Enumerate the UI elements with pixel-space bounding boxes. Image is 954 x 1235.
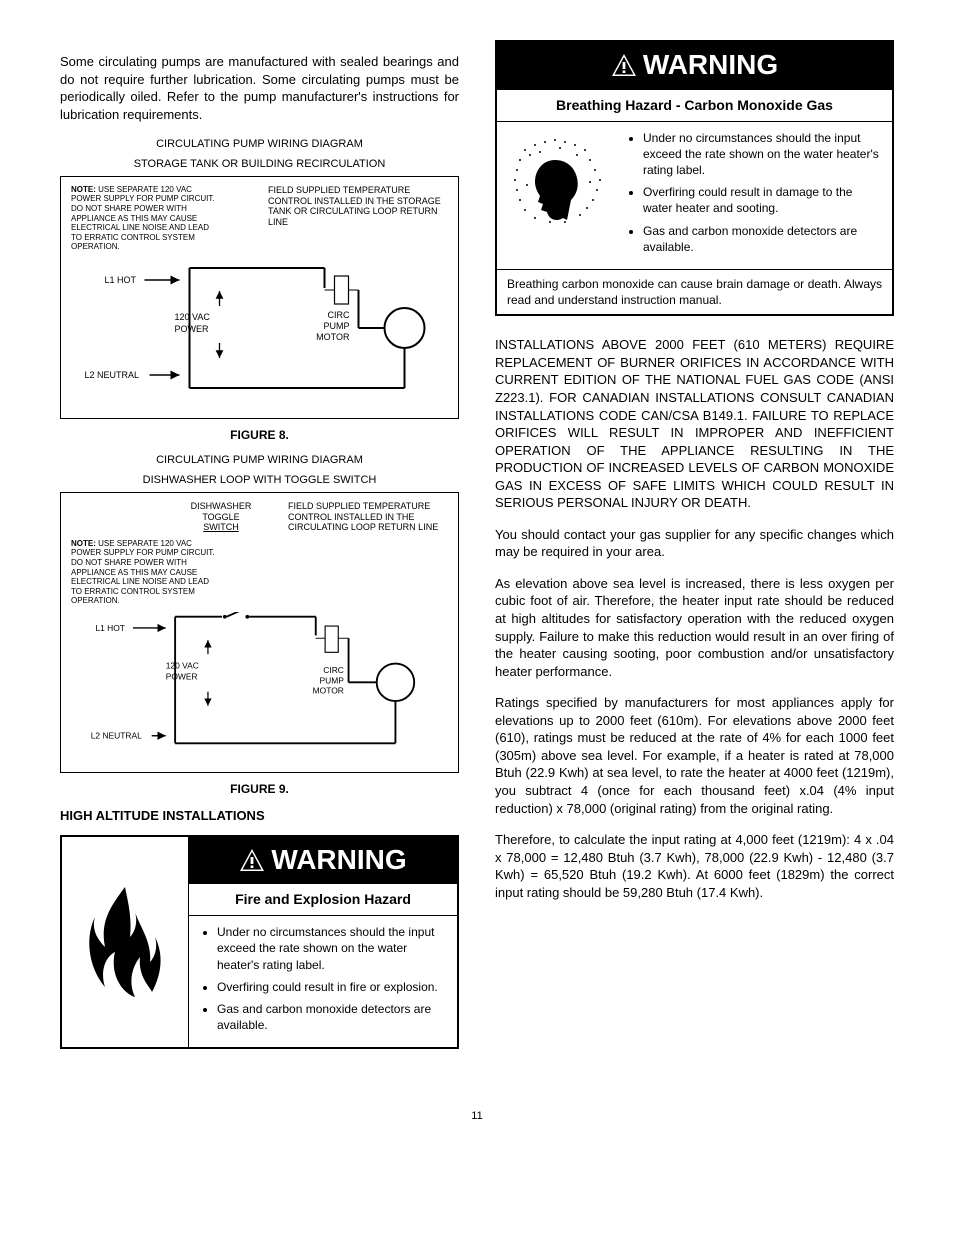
diagram2-title2: DISHWASHER LOOP WITH TOGGLE SWITCH bbox=[60, 473, 459, 487]
figure-8-label: FIGURE 8. bbox=[60, 427, 459, 443]
svg-text:MOTOR: MOTOR bbox=[313, 685, 344, 695]
fire-icon bbox=[62, 837, 189, 1048]
intro-paragraph: Some circulating pumps are manufactured … bbox=[60, 53, 459, 123]
paragraph-installations: INSTALLATIONS ABOVE 2000 FEET (610 METER… bbox=[495, 336, 894, 511]
warning-fire-item: Gas and carbon monoxide detectors are av… bbox=[217, 1001, 447, 1033]
diagram1-title2: STORAGE TANK OR BUILDING RECIRCULATION bbox=[60, 157, 459, 171]
warning-fire-item: Under no circumstances should the input … bbox=[217, 924, 447, 973]
diagram2-svg: L1 HOT CIRC PUMP MOTOR 1 bbox=[71, 612, 448, 762]
diagram2-title1: CIRCULATING PUMP WIRING DIAGRAM bbox=[60, 453, 459, 467]
svg-text:120 VAC: 120 VAC bbox=[175, 312, 211, 322]
warning-fire-box: WARNING Fire and Explosion Hazard Under … bbox=[60, 835, 459, 1050]
svg-text:CIRC: CIRC bbox=[323, 665, 344, 675]
paragraph-calculate: Therefore, to calculate the input rating… bbox=[495, 831, 894, 901]
warning-fire-subhead: Fire and Explosion Hazard bbox=[189, 884, 457, 916]
svg-text:CIRC: CIRC bbox=[328, 310, 350, 320]
warning-co-item: Gas and carbon monoxide detectors are av… bbox=[643, 223, 884, 255]
diagram2-dish-label: DISHWASHER TOGGLE SWITCH bbox=[181, 501, 261, 533]
svg-text:POWER: POWER bbox=[166, 671, 198, 681]
svg-text:L1 HOT: L1 HOT bbox=[95, 623, 125, 633]
warning-co-box: WARNING Breathing Hazard - Carbon Monoxi… bbox=[495, 40, 894, 316]
warning-fire-header: WARNING bbox=[189, 837, 457, 885]
diagram2-note: NOTE: USE SEPARATE 120 VAC POWER SUPPLY … bbox=[71, 539, 221, 606]
diagram1-field-label: FIELD SUPPLIED TEMPERATURE CONTROL INSTA… bbox=[268, 185, 448, 228]
page-number: 11 bbox=[60, 1109, 894, 1124]
paragraph-elevation: As elevation above sea level is increase… bbox=[495, 575, 894, 680]
svg-text:L2 NEUTRAL: L2 NEUTRAL bbox=[91, 730, 142, 740]
warning-co-item: Overfiring could result in damage to the… bbox=[643, 184, 884, 216]
svg-text:POWER: POWER bbox=[175, 324, 210, 334]
warning-fire-list: Under no circumstances should the input … bbox=[199, 924, 447, 1033]
svg-text:120 VAC: 120 VAC bbox=[166, 660, 199, 670]
warning-co-item: Under no circumstances should the input … bbox=[643, 130, 884, 179]
warning-triangle-icon bbox=[611, 53, 637, 77]
warning-co-list: Under no circumstances should the input … bbox=[625, 130, 884, 261]
warning-fire-item: Overfiring could result in fire or explo… bbox=[217, 979, 447, 995]
left-column: Some circulating pumps are manufactured … bbox=[60, 40, 459, 1049]
svg-text:L2 NEUTRAL: L2 NEUTRAL bbox=[85, 370, 140, 380]
warning-co-subhead: Breathing Hazard - Carbon Monoxide Gas bbox=[497, 90, 892, 122]
diagram1-svg: L1 HOT CIRC PUMP MOTOR 120 VAC POW bbox=[71, 258, 448, 408]
svg-text:PUMP: PUMP bbox=[323, 321, 349, 331]
warning-co-footer: Breathing carbon monoxide can cause brai… bbox=[497, 269, 892, 314]
warning-triangle-icon bbox=[239, 848, 265, 872]
figure-9-label: FIGURE 9. bbox=[60, 781, 459, 797]
gas-cloud-icon bbox=[505, 130, 615, 261]
diagram2-box: DISHWASHER TOGGLE SWITCH FIELD SUPPLIED … bbox=[60, 492, 459, 773]
d1-l1: L1 HOT bbox=[105, 275, 137, 285]
paragraph-ratings: Ratings specified by manufacturers for m… bbox=[495, 694, 894, 817]
diagram1-title1: CIRCULATING PUMP WIRING DIAGRAM bbox=[60, 137, 459, 151]
right-column: WARNING Breathing Hazard - Carbon Monoxi… bbox=[495, 40, 894, 1049]
high-altitude-heading: HIGH ALTITUDE INSTALLATIONS bbox=[60, 807, 459, 825]
warning-co-body: Under no circumstances should the input … bbox=[497, 122, 892, 269]
paragraph-contact: You should contact your gas supplier for… bbox=[495, 526, 894, 561]
warning-co-header: WARNING bbox=[497, 42, 892, 90]
svg-text:MOTOR: MOTOR bbox=[316, 332, 350, 342]
diagram1-note: NOTE: USE SEPARATE 120 VAC POWER SUPPLY … bbox=[71, 185, 221, 252]
svg-text:PUMP: PUMP bbox=[320, 675, 345, 685]
diagram1-box: FIELD SUPPLIED TEMPERATURE CONTROL INSTA… bbox=[60, 176, 459, 419]
diagram2-field-label: FIELD SUPPLIED TEMPERATURE CONTROL INSTA… bbox=[288, 501, 448, 533]
